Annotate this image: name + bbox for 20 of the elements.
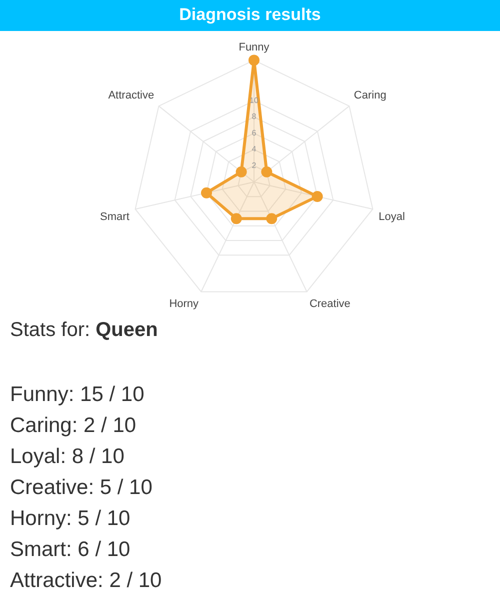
text: Smart: 6 / 10 [10, 537, 132, 563]
text: Attractive: 2 / 10 [10, 568, 162, 594]
y-tick-label: 2 [252, 160, 257, 170]
y-tick-label: 6 [252, 128, 257, 138]
spoke-label: Attractive [108, 90, 154, 102]
text: Stats for: Queen [10, 319, 158, 341]
y-tick-label: 8 [252, 112, 257, 122]
text: Creative: 5 / 10 [10, 475, 154, 501]
text: Loyal: 8 / 10 [10, 444, 126, 470]
spoke-label: Smart [100, 211, 130, 224]
text: Horny: 5 / 10 [10, 506, 132, 532]
spoke-label: Caring [354, 90, 386, 102]
chart-title: Diagnosis results [178, 5, 322, 25]
text: Caring: 2 / 10 [10, 413, 138, 439]
spoke-label: Loyal [378, 211, 405, 224]
spoke-label: Creative [309, 298, 350, 310]
spoke-label: Funny [238, 42, 270, 54]
text: Funny: 15 / 10 [10, 382, 146, 408]
spoke-label: Horny [169, 298, 200, 310]
y-tick-label: 4 [252, 144, 257, 154]
